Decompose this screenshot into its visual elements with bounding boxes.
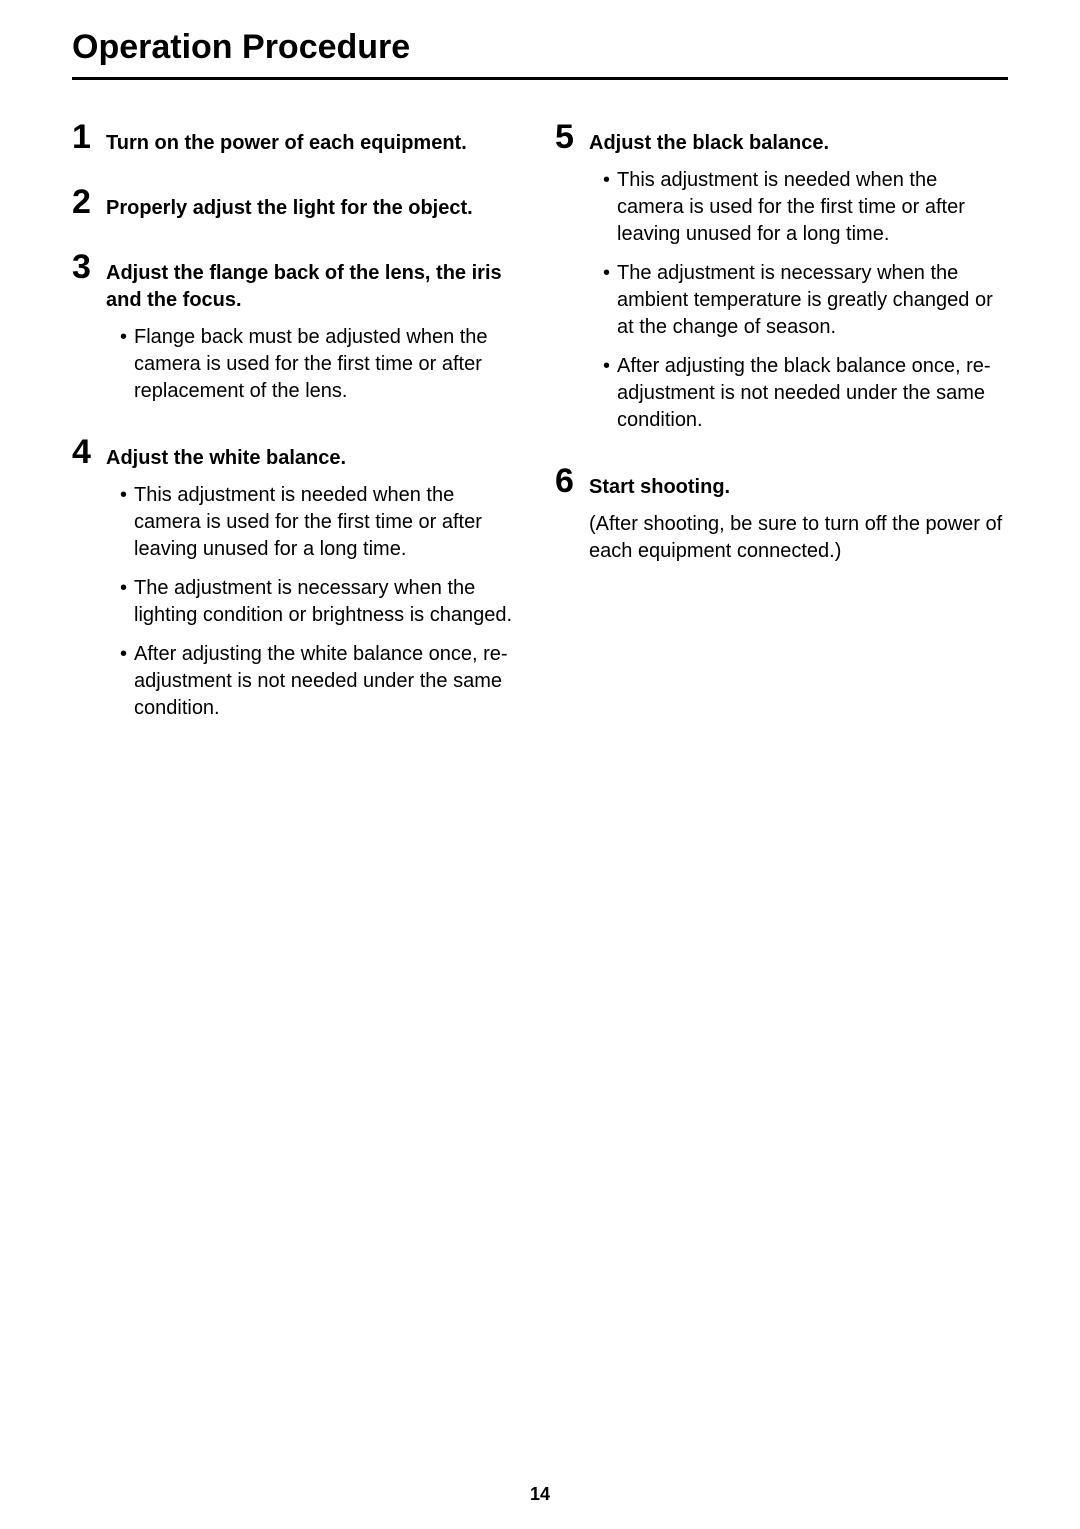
- step-number: 4: [72, 435, 106, 734]
- step-number: 3: [72, 250, 106, 417]
- step-body: Turn on the power of each equipment.: [106, 120, 525, 167]
- bullet-item: This adjustment is needed when the camer…: [120, 482, 525, 563]
- right-column: 5 Adjust the black balance. This adjustm…: [555, 120, 1008, 752]
- bullet-item: The adjustment is necessary when the amb…: [603, 260, 1008, 341]
- step-6: 6 Start shooting. (After shooting, be su…: [555, 464, 1008, 575]
- step-number: 1: [72, 120, 106, 167]
- step-heading: Properly adjust the light for the object…: [106, 195, 525, 222]
- page: Operation Procedure 1 Turn on the power …: [0, 0, 1080, 1529]
- content-columns: 1 Turn on the power of each equipment. 2…: [72, 120, 1008, 752]
- step-body: Adjust the white balance. This adjustmen…: [106, 435, 525, 734]
- step-heading: Turn on the power of each equipment.: [106, 130, 525, 157]
- step-1: 1 Turn on the power of each equipment.: [72, 120, 525, 167]
- step-number: 2: [72, 185, 106, 232]
- step-heading: Start shooting.: [589, 474, 1008, 501]
- step-heading: Adjust the white balance.: [106, 445, 525, 472]
- step-body: Start shooting. (After shooting, be sure…: [589, 464, 1008, 575]
- step-body: Adjust the black balance. This adjustmen…: [589, 120, 1008, 446]
- step-3: 3 Adjust the flange back of the lens, th…: [72, 250, 525, 417]
- step-number: 6: [555, 464, 589, 575]
- step-bullets: Flange back must be adjusted when the ca…: [106, 324, 525, 405]
- step-note: (After shooting, be sure to turn off the…: [589, 511, 1008, 565]
- left-column: 1 Turn on the power of each equipment. 2…: [72, 120, 525, 752]
- page-number: 14: [0, 1484, 1080, 1505]
- bullet-item: The adjustment is necessary when the lig…: [120, 575, 525, 629]
- step-bullets: This adjustment is needed when the camer…: [589, 167, 1008, 434]
- bullet-item: Flange back must be adjusted when the ca…: [120, 324, 525, 405]
- step-bullets: This adjustment is needed when the camer…: [106, 482, 525, 722]
- step-2: 2 Properly adjust the light for the obje…: [72, 185, 525, 232]
- step-number: 5: [555, 120, 589, 446]
- step-heading: Adjust the black balance.: [589, 130, 1008, 157]
- step-5: 5 Adjust the black balance. This adjustm…: [555, 120, 1008, 446]
- step-body: Adjust the flange back of the lens, the …: [106, 250, 525, 417]
- step-4: 4 Adjust the white balance. This adjustm…: [72, 435, 525, 734]
- step-heading: Adjust the flange back of the lens, the …: [106, 260, 525, 314]
- step-body: Properly adjust the light for the object…: [106, 185, 525, 232]
- page-title: Operation Procedure: [72, 28, 1008, 80]
- bullet-item: After adjusting the white balance once, …: [120, 641, 525, 722]
- bullet-item: After adjusting the black balance once, …: [603, 353, 1008, 434]
- bullet-item: This adjustment is needed when the camer…: [603, 167, 1008, 248]
